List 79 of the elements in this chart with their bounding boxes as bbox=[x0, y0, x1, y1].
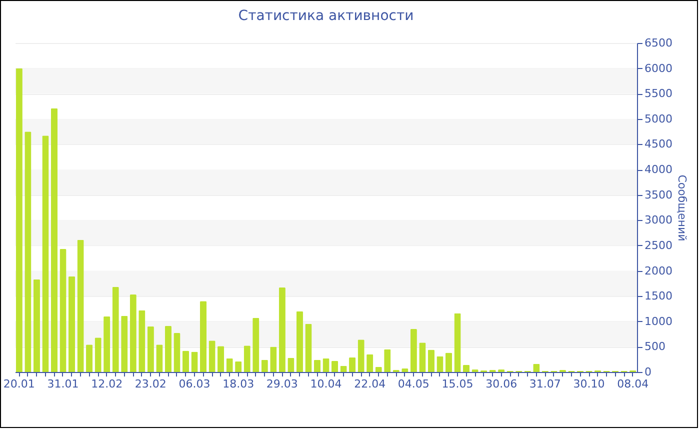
bar bbox=[428, 350, 434, 372]
x-tick-label: 31.01 bbox=[47, 378, 79, 390]
y-tick-label: 0 bbox=[644, 366, 652, 378]
bar bbox=[191, 352, 198, 372]
bar bbox=[156, 344, 163, 372]
y-tick-label: 2000 bbox=[644, 264, 672, 278]
x-tick-label: 22.04 bbox=[354, 378, 386, 390]
bar bbox=[121, 316, 128, 372]
x-tick-label: 08.04 bbox=[617, 378, 649, 390]
bar bbox=[366, 354, 374, 372]
y-tick-label: 1000 bbox=[644, 314, 672, 328]
bar bbox=[305, 324, 312, 372]
bar bbox=[24, 132, 32, 372]
x-tick-label: 06.03 bbox=[178, 378, 210, 390]
y-tick-label: 1500 bbox=[644, 290, 672, 303]
bar bbox=[331, 360, 338, 372]
bar bbox=[462, 364, 470, 372]
bar bbox=[410, 328, 417, 372]
bar bbox=[270, 346, 277, 372]
x-tick-label: 04.05 bbox=[398, 378, 430, 390]
x-tick-label: 23.02 bbox=[134, 378, 166, 390]
bar bbox=[42, 136, 49, 372]
x-tick-label: 15.05 bbox=[442, 378, 474, 390]
bar bbox=[104, 316, 110, 372]
bar bbox=[50, 108, 58, 372]
bar bbox=[454, 313, 461, 372]
bar bbox=[16, 68, 22, 372]
bar bbox=[349, 357, 356, 372]
bar bbox=[164, 326, 172, 372]
bar bbox=[94, 338, 102, 372]
bar bbox=[244, 346, 250, 372]
bar bbox=[419, 342, 426, 372]
x-tick-label: 30.06 bbox=[486, 378, 518, 390]
bar bbox=[445, 352, 452, 372]
x-tick-label: 18.03 bbox=[222, 378, 254, 390]
bar bbox=[174, 333, 180, 372]
y-tick-label: 4500 bbox=[644, 138, 672, 151]
y-tick-label: 5000 bbox=[644, 112, 672, 126]
bar bbox=[384, 349, 391, 372]
bar bbox=[130, 294, 136, 372]
bar bbox=[226, 358, 233, 372]
bar bbox=[314, 360, 321, 372]
x-tick-label: 12.02 bbox=[91, 378, 123, 390]
bar bbox=[112, 286, 119, 372]
y-tick-label: 3500 bbox=[644, 188, 672, 202]
bar bbox=[208, 340, 216, 372]
x-tick-label: 10.04 bbox=[310, 378, 342, 390]
bar bbox=[288, 358, 294, 372]
bar bbox=[147, 326, 154, 372]
bar bbox=[60, 249, 66, 372]
y-tick-label: 6500 bbox=[644, 36, 672, 50]
y-tick-label: 2500 bbox=[644, 238, 672, 252]
bar bbox=[358, 340, 364, 372]
bar bbox=[138, 310, 146, 372]
bar bbox=[235, 361, 242, 372]
y-axis-title: Сообщений bbox=[675, 174, 688, 242]
y-tick-label: 3000 bbox=[644, 214, 672, 227]
x-tick-label: 31.07 bbox=[529, 378, 561, 390]
y-tick-label: 500 bbox=[644, 340, 666, 354]
x-tick-label: 30.10 bbox=[573, 378, 605, 390]
chart-title: Статистика активности bbox=[238, 8, 414, 24]
y-tick-label: 5500 bbox=[644, 87, 672, 100]
bar bbox=[252, 318, 260, 372]
bar bbox=[278, 287, 286, 372]
x-tick-label: 29.03 bbox=[266, 378, 298, 390]
bar bbox=[86, 344, 93, 372]
y-tick-label: 4000 bbox=[644, 163, 672, 176]
bar bbox=[182, 350, 190, 372]
bar bbox=[218, 346, 224, 372]
bar bbox=[322, 358, 330, 372]
bar bbox=[33, 279, 40, 372]
x-tick-label: 20.01 bbox=[3, 378, 35, 390]
bar bbox=[436, 356, 444, 372]
bar bbox=[261, 360, 268, 372]
bar bbox=[68, 276, 76, 372]
bar bbox=[77, 240, 84, 372]
bar bbox=[296, 311, 303, 372]
bar bbox=[200, 301, 207, 372]
y-tick-label: 6000 bbox=[644, 62, 672, 75]
